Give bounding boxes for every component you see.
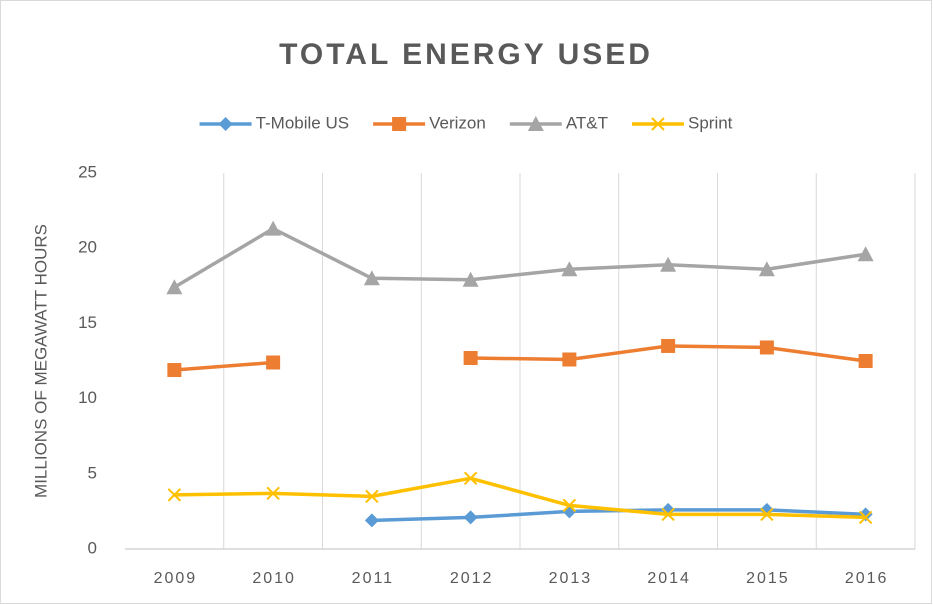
marker: [463, 471, 478, 486]
x-tick-label: 2015: [746, 570, 790, 587]
marker: [858, 354, 873, 368]
y-tick-label: 25: [78, 162, 97, 181]
marker: [364, 513, 379, 528]
y-tick-label: 15: [78, 313, 97, 332]
marker: [760, 507, 774, 522]
y-tick-label: 10: [78, 388, 97, 407]
marker: [562, 352, 577, 367]
marker: [561, 261, 578, 277]
x-tick-label: 2013: [549, 570, 593, 587]
x-tick-label: 2014: [647, 570, 691, 587]
marker: [363, 270, 380, 286]
marker: [661, 507, 675, 522]
y-tick-label: 5: [88, 463, 97, 482]
marker: [858, 510, 873, 525]
marker: [661, 338, 676, 353]
marker: [265, 220, 282, 236]
legend-label: T-Mobile US: [256, 113, 350, 132]
x-tick-label: 2011: [352, 570, 394, 587]
marker: [167, 488, 182, 502]
marker: [758, 261, 775, 277]
marker: [166, 279, 183, 295]
legend-label: AT&T: [566, 113, 608, 132]
chart-title: TOTAL ENERGY USED: [279, 38, 653, 71]
legend-marker: [392, 117, 407, 131]
marker: [759, 340, 774, 355]
legend: T-Mobile US Verizon AT&T Sprint: [199, 113, 733, 132]
x-tick-label: 2012: [450, 570, 494, 587]
legend-label: Verizon: [429, 113, 486, 132]
legend-marker: [527, 116, 544, 131]
series-line: [173, 226, 866, 289]
marker: [266, 355, 281, 370]
x-tick-label: 2009: [154, 570, 198, 587]
x-tick-label: 2016: [845, 570, 889, 587]
marker: [462, 271, 479, 287]
marker: [562, 498, 577, 513]
marker: [857, 246, 874, 262]
y-tick-label: 0: [88, 538, 97, 557]
legend-marker: [651, 117, 665, 131]
y-axis-label: MILLIONS OF MEGAWATT HOURS: [31, 224, 50, 498]
marker: [463, 350, 478, 365]
marker: [660, 256, 677, 272]
legend-marker: [218, 117, 233, 131]
marker: [266, 486, 280, 501]
marker: [463, 510, 478, 525]
y-tick-label: 20: [78, 238, 97, 257]
x-tick-label: 2010: [252, 570, 296, 587]
legend-label: Sprint: [688, 113, 733, 132]
series-line: [174, 476, 866, 520]
marker: [365, 489, 379, 504]
marker: [167, 363, 182, 378]
